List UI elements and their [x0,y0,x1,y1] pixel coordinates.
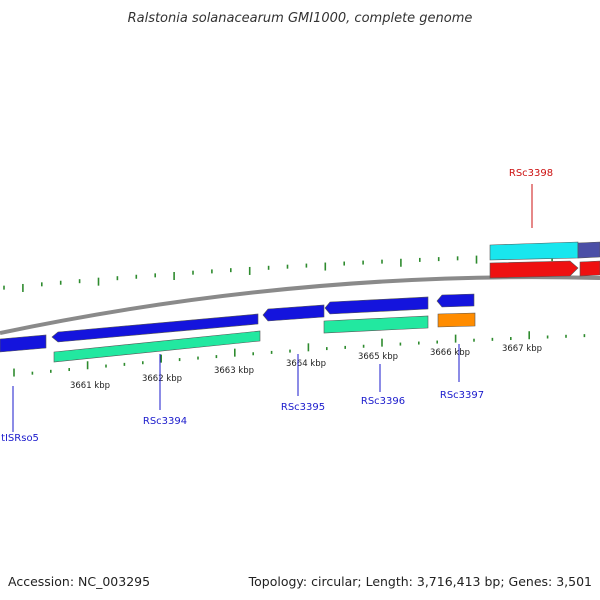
topology-text: Topology: circular; Length: 3,716,413 bp… [248,574,592,589]
gene-feature-rsc3394[interactable] [53,330,261,363]
tick-label: 3661 kbp [70,381,110,391]
gene-feature-rsc3396[interactable] [323,315,429,334]
outer-tick-ring [3,252,591,292]
accession-text: Accession: NC_003295 [8,574,150,589]
gene-labels: tISRso5 RSc3394 RSc3395 RSc3396 RSc3397 RSc33… [1,168,553,444]
gene-label-rsc3396[interactable]: RSc3396 [361,396,405,407]
tick-label: 3666 kbp [430,348,470,358]
tick-label: 3662 kbp [142,374,182,384]
inner-tick-ring [13,331,586,377]
tick-labels: 3661 kbp 3662 kbp 3663 kbp 3664 kbp 3665 kbp… [70,344,542,391]
gene-feature-rsc3397-strand[interactable] [436,293,475,308]
gene-feature-tisrso5[interactable] [0,334,47,353]
gene-feature-rsc3398[interactable] [489,260,579,279]
map-title: Ralstonia solanacearum GMI1000, complete… [128,11,473,26]
tick-label: 3665 kbp [358,352,398,362]
gene-feature-rsc3395[interactable] [262,304,325,322]
gene-label-tisrso5[interactable]: tISRso5 [1,433,39,444]
gene-feature-adjacent[interactable] [577,241,600,259]
gene-feature-rsc3398-cyan[interactable] [489,241,579,261]
gene-label-rsc3397[interactable]: RSc3397 [440,390,484,401]
gene-feature-rsc3394-strand[interactable] [51,313,259,343]
gene-label-rsc3395[interactable]: RSc3395 [281,402,325,413]
gene-features [0,241,600,363]
tick-label: 3664 kbp [286,359,326,369]
gene-label-rsc3398[interactable]: RSc3398 [509,168,553,179]
gene-label-rsc3394[interactable]: RSc3394 [143,416,187,427]
tick-label: 3667 kbp [502,344,542,354]
gene-feature-rsc3398-next[interactable] [579,260,600,277]
gene-feature-rsc3397[interactable] [437,312,476,328]
gene-feature-rsc3396-strand[interactable] [324,296,429,315]
genome-backbone [0,275,600,335]
tick-label: 3663 kbp [214,366,254,376]
